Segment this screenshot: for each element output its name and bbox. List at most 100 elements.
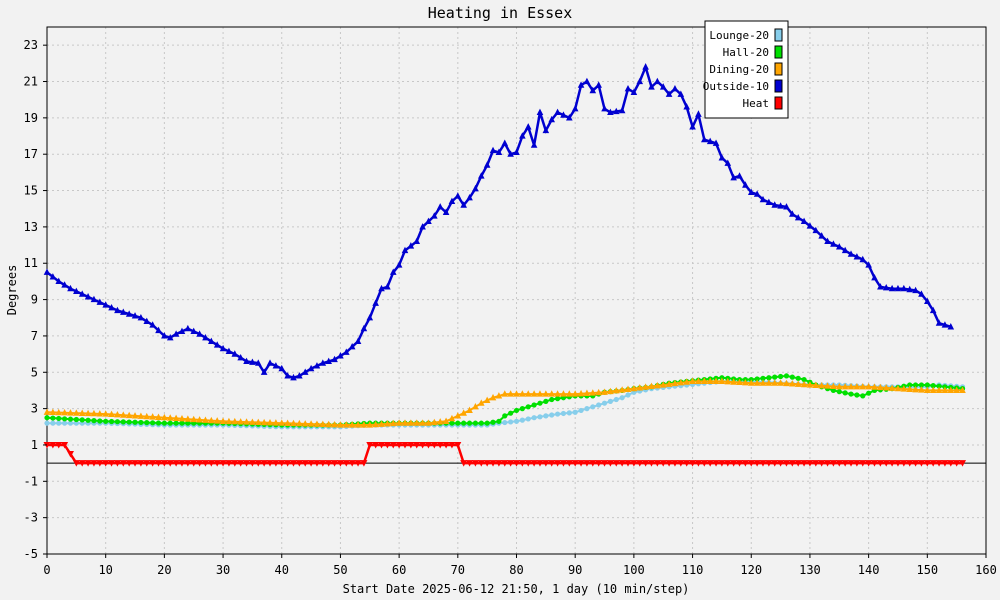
data-point-hall-20 [108, 418, 115, 425]
data-point-lounge-20 [619, 395, 625, 401]
data-point-heat [483, 460, 491, 467]
data-point-heat [477, 460, 485, 467]
data-point-lounge-20 [578, 407, 584, 414]
x-tick-label: 90 [568, 563, 582, 577]
data-point-dining-20 [736, 378, 743, 386]
data-point-heat [119, 460, 127, 467]
data-point-dining-20 [777, 379, 784, 386]
data-point-outside-10 [284, 372, 291, 379]
data-point-hall-20 [508, 410, 514, 416]
data-point-heat [366, 441, 374, 449]
data-point-dining-20 [924, 386, 931, 394]
data-point-hall-20 [525, 404, 531, 410]
data-point-outside-10 [225, 347, 233, 354]
data-point-outside-10 [888, 284, 896, 292]
data-point-heat [953, 460, 961, 467]
data-point-heat [430, 441, 438, 449]
data-point-heat [84, 460, 92, 467]
data-point-heat [565, 460, 573, 467]
data-point-lounge-20 [613, 396, 619, 403]
data-point-dining-20 [395, 419, 403, 426]
data-point-hall-20 [848, 391, 854, 397]
data-point-dining-20 [55, 408, 63, 416]
data-point-dining-20 [384, 420, 391, 427]
data-point-dining-20 [372, 420, 379, 428]
data-point-outside-10 [865, 261, 872, 268]
data-point-heat [383, 441, 391, 449]
data-point-outside-10 [783, 203, 790, 210]
data-point-heat [90, 460, 98, 467]
data-point-outside-10 [718, 154, 726, 161]
data-point-heat [788, 460, 796, 467]
data-point-lounge-20 [67, 420, 74, 426]
data-point-hall-20 [85, 417, 91, 423]
data-point-heat [912, 460, 920, 467]
data-point-hall-20 [79, 417, 85, 423]
data-point-outside-10 [753, 190, 761, 197]
data-point-dining-20 [601, 388, 608, 395]
data-point-heat [794, 460, 802, 467]
data-point-dining-20 [301, 420, 309, 427]
data-point-outside-10 [102, 301, 109, 308]
data-point-heat [196, 460, 204, 467]
data-point-dining-20 [929, 386, 937, 394]
data-point-heat [818, 460, 826, 467]
data-point-heat [653, 460, 661, 467]
series-heat [43, 441, 967, 467]
data-point-dining-20 [190, 415, 198, 423]
data-point-dining-20 [489, 393, 497, 401]
data-point-dining-20 [612, 387, 620, 394]
data-point-dining-20 [519, 390, 526, 397]
data-point-dining-20 [882, 384, 890, 391]
data-point-dining-20 [624, 385, 632, 392]
data-point-outside-10 [513, 148, 520, 155]
data-point-heat [395, 441, 403, 449]
data-point-outside-10 [384, 283, 391, 290]
data-point-outside-10 [43, 268, 51, 275]
x-tick-label: 60 [392, 563, 406, 577]
data-point-outside-10 [771, 201, 779, 208]
data-point-lounge-20 [560, 410, 567, 417]
data-point-dining-20 [607, 387, 614, 395]
data-point-outside-10 [583, 77, 591, 85]
data-point-outside-10 [378, 284, 385, 292]
data-point-dining-20 [824, 382, 831, 389]
y-tick-label: 19 [24, 111, 38, 125]
data-point-dining-20 [765, 379, 773, 386]
data-point-heat [571, 460, 579, 467]
data-point-dining-20 [278, 419, 286, 426]
legend-label-hall: Hall-20 [723, 46, 769, 59]
data-point-heat [906, 460, 914, 467]
data-point-outside-10 [90, 295, 98, 303]
data-point-dining-20 [96, 410, 104, 417]
data-point-dining-20 [143, 412, 151, 420]
data-point-heat [870, 460, 878, 467]
data-point-outside-10 [196, 330, 203, 337]
data-point-outside-10 [331, 355, 338, 363]
data-point-outside-10 [155, 326, 162, 334]
data-point-outside-10 [595, 81, 602, 88]
data-point-heat [378, 441, 386, 449]
data-point-hall-20 [854, 392, 860, 398]
data-point-heat [289, 460, 297, 467]
data-point-hall-20 [783, 373, 790, 379]
data-point-heat [78, 460, 86, 467]
data-point-outside-10 [260, 368, 268, 375]
legend-swatch-lounge [774, 28, 783, 42]
data-point-outside-10 [618, 106, 626, 114]
data-point-heat [782, 460, 790, 467]
data-point-dining-20 [695, 377, 702, 384]
data-point-dining-20 [665, 380, 673, 387]
data-point-dining-20 [642, 383, 649, 390]
data-point-dining-20 [155, 413, 162, 420]
data-point-hall-20 [62, 416, 68, 422]
data-point-heat [759, 460, 767, 467]
data-point-dining-20 [789, 380, 796, 387]
data-point-outside-10 [436, 203, 444, 210]
data-point-dining-20 [131, 412, 139, 419]
data-point-heat [272, 460, 280, 467]
x-tick-label: 100 [623, 563, 645, 577]
data-point-heat [859, 460, 867, 467]
data-point-dining-20 [313, 420, 321, 427]
data-point-outside-10 [906, 285, 914, 293]
